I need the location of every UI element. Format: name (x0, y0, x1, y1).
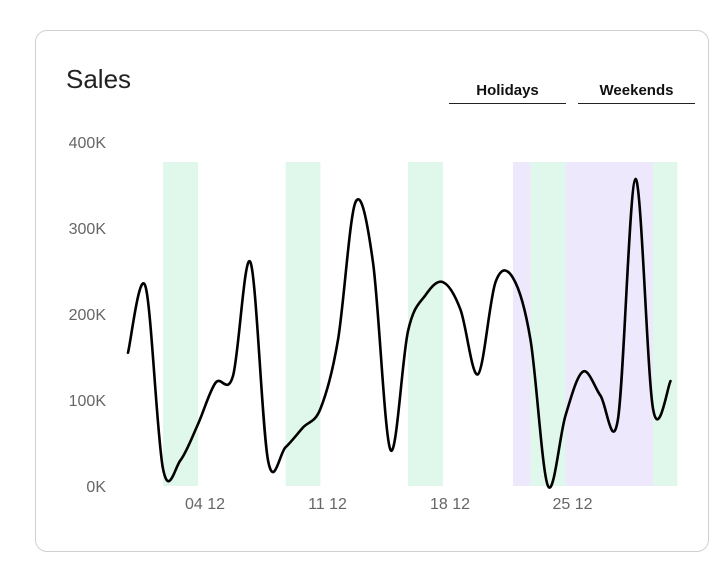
weekends-button[interactable]: Weekends (578, 78, 695, 104)
weekend-band (653, 162, 678, 486)
y-tick-label: 200K (69, 307, 107, 324)
weekend-band (285, 162, 321, 486)
weekend-band (408, 162, 443, 486)
x-tick-label: 18 12 (430, 496, 470, 513)
y-axis: 0K 100K 200K 300K 400K (69, 135, 107, 496)
x-tick-label: 25 12 (552, 496, 592, 513)
chart-title: Sales (66, 64, 132, 94)
holiday-band (513, 162, 531, 486)
x-tick-label: 04 12 (185, 496, 225, 513)
y-tick-label: 100K (69, 393, 107, 410)
x-tick-label: 11 12 (308, 496, 347, 513)
holiday-band (565, 162, 653, 486)
holidays-button[interactable]: Holidays (449, 78, 566, 104)
highlight-bands (163, 162, 678, 486)
weekend-band (530, 162, 566, 486)
weekend-band (163, 162, 198, 486)
y-tick-label: 0K (86, 479, 106, 496)
y-tick-label: 300K (69, 221, 107, 238)
y-tick-label: 400K (69, 135, 107, 152)
x-axis: 04 12 11 12 18 12 25 12 (185, 496, 593, 513)
sales-line (126, 177, 672, 489)
